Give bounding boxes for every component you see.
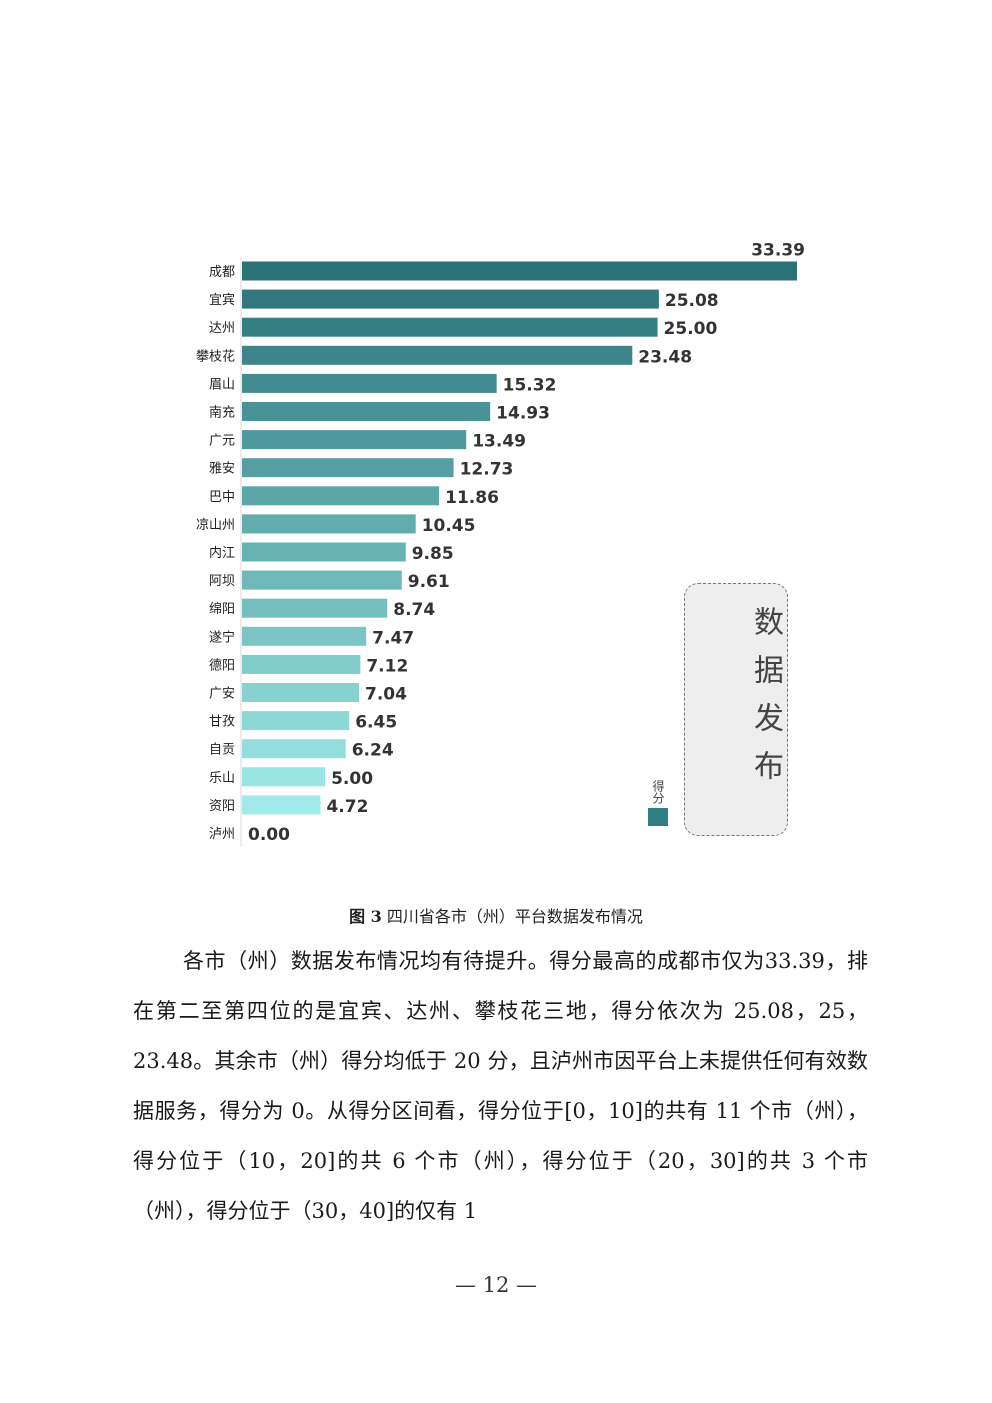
chart-area: 成都 33.39 宜宾 25.08 达州 25.00 攀枝花 23.48 眉山 15.32 南充 14… [196, 241, 805, 847]
bar [242, 598, 388, 618]
bar [242, 683, 360, 702]
category-label: 眉山 [209, 377, 235, 392]
category-label: 雅安 [209, 462, 235, 477]
value-label: 23.48 [638, 347, 692, 367]
value-label: 7.47 [372, 628, 414, 648]
category-label: 南充 [209, 405, 235, 421]
value-label: 6.24 [352, 741, 394, 761]
category-label: 宜宾 [209, 292, 235, 308]
bar [242, 317, 658, 337]
bar [242, 795, 321, 815]
body-paragraph: 各市（州）数据发布情况均有待提升。得分最高的成都市仅为33.39，排在第二至第四… [133, 949, 868, 1223]
category-label: 乐山 [209, 771, 235, 786]
bar-chart: 成都 33.39 宜宾 25.08 达州 25.00 攀枝花 23.48 眉山 15.32 南充 14… [196, 241, 805, 847]
annotation-box: 数据发布 [684, 583, 788, 836]
bar [242, 514, 416, 534]
bar [242, 570, 402, 590]
value-label: 5.00 [331, 769, 373, 789]
bar [242, 373, 497, 393]
bar [242, 711, 350, 731]
bar [242, 402, 491, 421]
bar [242, 654, 361, 674]
category-label: 遂宁 [209, 629, 235, 645]
category-label: 攀枝花 [196, 348, 235, 364]
category-label: 甘孜 [209, 715, 235, 730]
value-label: 4.72 [326, 797, 368, 817]
bar [242, 261, 797, 281]
category-label: 广安 [209, 687, 235, 702]
value-label: 25.08 [665, 291, 719, 311]
category-label: 凉山州 [196, 518, 235, 533]
value-label: 6.45 [355, 713, 397, 733]
bar [242, 430, 467, 450]
category-label: 阿坝 [209, 574, 235, 589]
bar [242, 486, 440, 506]
bar [242, 626, 367, 646]
category-label: 资阳 [209, 799, 235, 814]
body-text: 各市（州）数据发布情况均有待提升。得分最高的成都市仅为33.39，排在第二至第四… [133, 936, 868, 1236]
value-label: 13.49 [472, 432, 526, 452]
bar [242, 542, 406, 562]
category-label: 绵阳 [209, 602, 235, 617]
value-label: 14.93 [496, 404, 550, 424]
value-label: 33.39 [751, 241, 805, 261]
category-label: 达州 [209, 321, 235, 336]
category-label: 广元 [209, 434, 235, 449]
bar [242, 345, 633, 365]
value-label: 15.32 [503, 375, 557, 395]
category-label: 自贡 [209, 743, 235, 758]
bar [242, 458, 454, 478]
legend-entry-label: 得分 [651, 780, 665, 804]
figure-caption: 图 3 四川省各市（州）平台数据发布情况 [0, 903, 992, 927]
legend-swatch [648, 808, 668, 826]
annotation-box-text: 数据发布 [748, 606, 783, 798]
legend: 得分 [648, 780, 670, 826]
page-number: — 12 — [454, 1273, 538, 1297]
category-label: 巴中 [209, 490, 235, 505]
value-label: 7.12 [366, 656, 408, 676]
value-label: 9.85 [412, 544, 454, 564]
value-label: 8.74 [393, 600, 435, 620]
value-label: 7.04 [365, 685, 407, 705]
value-label: 0.00 [248, 825, 290, 845]
category-label: 德阳 [209, 658, 235, 673]
figure-number: 图 3 [349, 907, 382, 926]
value-label: 9.61 [408, 572, 450, 592]
bar [242, 767, 326, 787]
bar [242, 739, 346, 759]
category-label: 成都 [209, 265, 235, 280]
bar [242, 289, 659, 309]
value-label: 12.73 [460, 460, 514, 480]
figure-caption-text: 四川省各市（州）平台数据发布情况 [386, 907, 643, 926]
value-label: 25.00 [664, 319, 718, 339]
value-label: 11.86 [445, 488, 499, 508]
category-label: 内江 [209, 545, 235, 561]
category-label: 泸州 [209, 827, 235, 842]
value-label: 10.45 [422, 516, 476, 536]
